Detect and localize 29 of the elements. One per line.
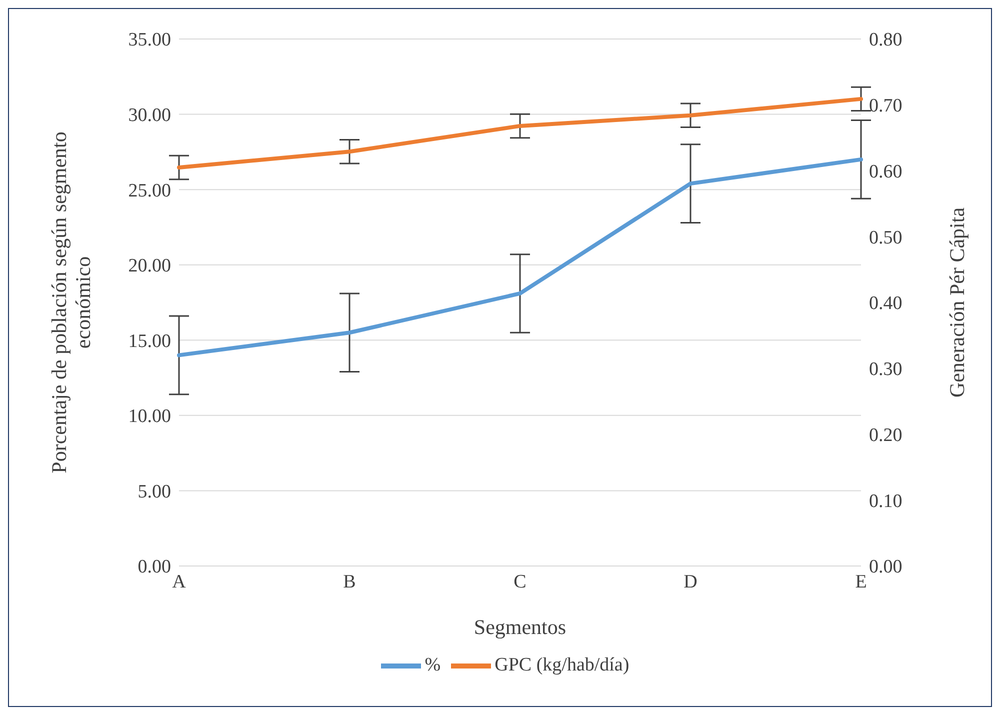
y-tick-label: 25.00 <box>128 180 171 202</box>
y2-axis-title: Generación Pér Cápita <box>945 206 969 398</box>
line-series <box>177 96 863 170</box>
x-tick-label: B <box>343 571 356 592</box>
y2-tick-label: 0.20 <box>869 424 902 446</box>
y-tick-label: 10.00 <box>128 406 171 428</box>
y-tick-label: 30.00 <box>128 105 171 126</box>
y-tick-label: 15.00 <box>128 330 171 352</box>
y2-tick-label: 0.50 <box>869 227 902 248</box>
legend-label: GPC (kg/hab/día) <box>494 654 630 676</box>
y2-tick-label: 0.70 <box>869 96 902 117</box>
x-tick-label: D <box>684 571 698 592</box>
line-series <box>177 157 863 358</box>
x-tick-label: A <box>172 571 186 592</box>
x-tick-label: C <box>514 571 526 592</box>
y-tick-label: 35.00 <box>128 30 171 51</box>
y-tick-label: 20.00 <box>128 256 171 277</box>
y2-tick-label: 0.00 <box>869 556 902 578</box>
y2-tick-label: 0.30 <box>869 359 902 380</box>
y-axis-title: Porcentaje de población según segmento económico <box>47 132 95 474</box>
y-tick-label: 5.00 <box>138 481 171 502</box>
legend-label: % <box>424 654 441 676</box>
y2-tick-label: 0.60 <box>869 161 902 182</box>
y-tick-label: 0.00 <box>138 556 171 578</box>
y2-tick-label: 0.40 <box>869 293 902 314</box>
y2-tick-label: 0.10 <box>869 490 902 512</box>
x-axis-title: Segmentos <box>474 615 566 639</box>
y2-tick-label: 0.80 <box>869 30 902 51</box>
x-tick-label: E <box>855 571 867 592</box>
